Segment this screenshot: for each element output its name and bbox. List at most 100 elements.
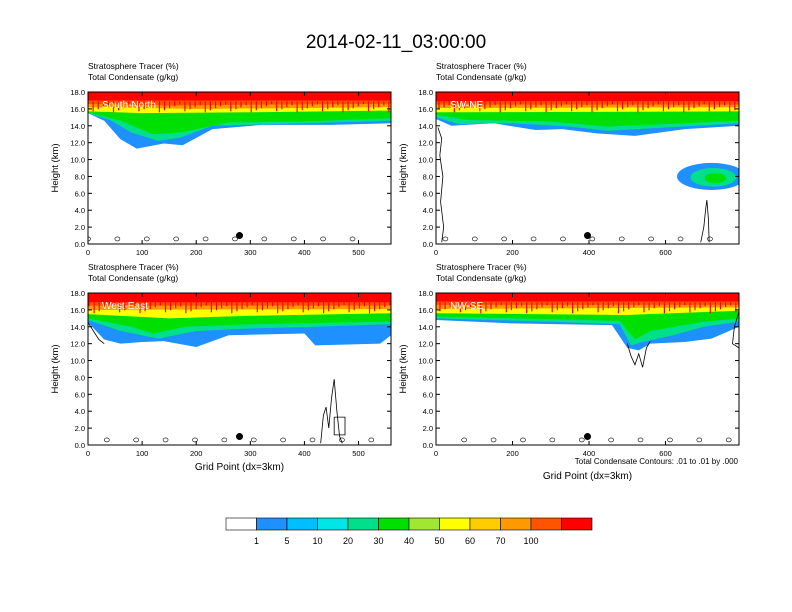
colorbar-label: 60 [465,536,475,546]
surface-contour [637,437,644,443]
surface-contour [696,437,703,443]
colorbar-swatch [530,517,562,531]
panel-label: SW-NE [450,100,483,111]
y-tick-label: 12.0 [418,340,433,349]
plot-area [88,92,391,244]
y-tick-label: 14.0 [418,122,433,131]
figure-title: 2014-02-11_03:00:00 [305,32,487,53]
x-tick-label: 0 [434,248,438,257]
panel-title-line2: Total Condensate (g/kg) [88,72,178,82]
colorbar-swatch [469,517,501,531]
tracer-level-11 [88,293,391,304]
surface-contour [648,236,654,242]
plot-area [436,92,739,244]
y-tick-label: 2.0 [75,424,85,433]
surface-contour [461,437,467,443]
colorbar-label: 5 [284,536,289,546]
x-tick-label: 200 [506,449,519,458]
colorbar-swatch [561,517,593,531]
surface-contour [290,236,297,242]
surface-contour [173,236,179,242]
condensate-contour [437,127,445,243]
surface-contour [677,236,684,242]
panel-title-line1: Stratosphere Tracer (%) [436,262,527,272]
x-tick-label: 400 [583,449,596,458]
panel-title-line2: Total Condensate (g/kg) [436,72,526,82]
surface-contour [471,236,478,242]
surface-contour [442,236,449,242]
x-tick-label: 0 [86,449,90,458]
surface-contour [667,437,673,443]
panel-title-line2: Total Condensate (g/kg) [88,273,178,283]
plot-area [436,293,739,445]
location-marker [236,433,243,441]
tracer-level-11 [436,92,739,103]
surface-contour [501,236,507,242]
colorbar-label: 30 [373,536,383,546]
y-tick-label: 8.0 [75,172,85,181]
surface-contour [725,437,732,443]
surface-contour [232,236,238,242]
condensate-contour [333,416,346,436]
colorbar-swatch [256,517,288,531]
panel-nw-se: 0.0 2.0 4.0 6.0 8.0 10.0 12.0 14.0 16.0 18.0 0 200 4… [398,262,740,482]
panel-label: NW-SE [450,301,483,312]
x-tick-label: 400 [583,248,596,257]
y-tick-label: 12.0 [70,340,85,349]
surface-contour [490,437,497,443]
x-tick-label: 0 [434,449,438,458]
y-tick-label: 6.0 [75,189,85,198]
y-axis-label: Height (km) [50,143,61,192]
x-tick-label: 300 [244,248,257,257]
surface-contour [162,437,169,443]
x-tick-label: 200 [190,248,203,257]
colorbar: 1 5 10 20 30 40 50 60 70 100 [225,517,593,546]
y-tick-label: 8.0 [75,373,85,382]
y-axis-label: Height (km) [398,143,409,192]
y-tick-label: 8.0 [423,373,433,382]
y-tick-label: 10.0 [70,357,85,366]
x-axis-label: Grid Point (dx=3km) [195,462,284,473]
x-tick-label: 100 [136,248,149,257]
surface-contour [349,236,356,242]
panel-title-line2: Total Condensate (g/kg) [436,273,526,283]
colorbar-label: 10 [312,536,322,546]
y-tick-label: 16.0 [70,105,85,114]
colorbar-swatch [378,517,410,531]
condensate-blob [704,173,726,184]
surface-contour [589,236,596,242]
y-tick-label: 0.0 [75,240,85,249]
panel-title-line1: Stratosphere Tracer (%) [88,61,179,71]
x-tick-label: 600 [659,449,672,458]
panels-group: 0.0 2.0 4.0 6.0 8.0 10.0 12.0 14.0 16.0 18.0 0 100 2… [50,61,740,482]
y-tick-label: 16.0 [418,105,433,114]
x-tick-label: 200 [506,248,519,257]
surface-contour [103,437,110,443]
plot-frame [435,91,740,245]
y-tick-label: 10.0 [418,156,433,165]
x-tick-label: 500 [352,248,365,257]
x-tick-label: 400 [298,449,311,458]
plot-frame [87,91,392,245]
y-tick-label: 16.0 [70,306,85,315]
colorbar-swatch [408,517,440,531]
panel-title-line1: Stratosphere Tracer (%) [436,61,527,71]
contour-footnote: Total Condensate Contours: .01 to .01 by… [575,457,739,466]
panel-title-line1: Stratosphere Tracer (%) [88,262,179,272]
surface-contour [549,437,556,443]
colorbar-swatch [286,517,318,531]
surface-contour [320,236,326,242]
tracer-level-11 [88,92,391,102]
condensate-contour [320,379,343,444]
y-tick-label: 18.0 [418,88,433,97]
y-tick-label: 2.0 [75,223,85,232]
y-tick-label: 14.0 [70,122,85,131]
y-tick-label: 18.0 [70,289,85,298]
surface-contour [114,236,121,242]
surface-contour [618,236,625,242]
condensate-contour [626,340,651,368]
location-marker [584,232,591,240]
y-tick-label: 2.0 [423,223,433,232]
surface-contour [339,437,345,443]
